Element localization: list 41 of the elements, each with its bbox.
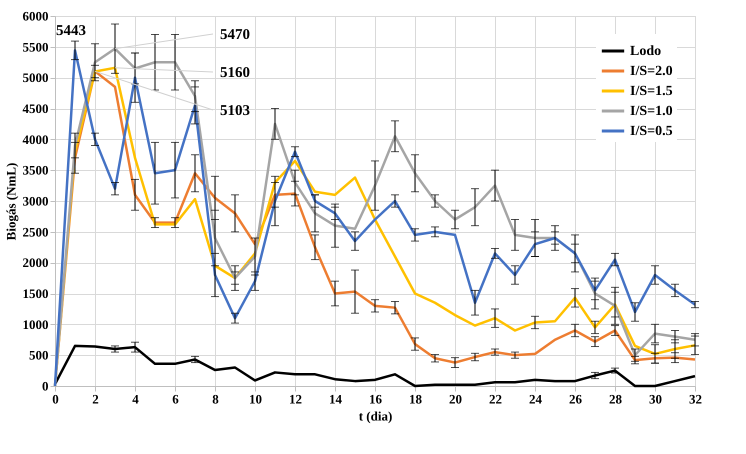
legend-label: I/S=1.0	[630, 104, 673, 119]
x-tick-label: 12	[289, 392, 302, 406]
legend-label: I/S=0.5	[630, 124, 673, 139]
x-tick-label: 22	[489, 392, 502, 406]
y-tick-label: 2000	[22, 255, 48, 270]
y-tick-label: 3500	[22, 162, 48, 178]
legend-label: I/S=1.5	[630, 84, 673, 99]
y-tick-label: 5500	[22, 39, 48, 54]
y-tick-label: 0	[42, 378, 48, 394]
annotation: 5160	[220, 65, 250, 81]
x-tick-label: 0	[52, 392, 59, 406]
annotation: 5470	[220, 27, 250, 43]
annotation: 5103	[220, 103, 250, 119]
x-tick-label: 4	[132, 392, 140, 406]
y-axis-title: Biogás (NmL)	[4, 162, 18, 240]
x-tick-label: 30	[649, 392, 662, 406]
y-tick-label: 6000	[22, 8, 48, 24]
x-tick-label: 2	[92, 392, 99, 406]
legend-label: I/S=2.0	[630, 64, 673, 79]
x-tick-label: 32	[689, 392, 702, 406]
y-tick-label: 4000	[22, 132, 48, 147]
x-tick-label: 28	[609, 392, 622, 406]
annotation: 5443	[56, 23, 86, 39]
y-tick-label: 500	[29, 348, 48, 363]
x-tick-label: 24	[529, 392, 542, 406]
y-tick-label: 4500	[22, 101, 48, 116]
legend-label: Lodo	[630, 44, 662, 59]
x-tick-label: 18	[409, 392, 422, 406]
x-tick-label: 8	[212, 392, 220, 406]
x-tick-label: 20	[449, 392, 462, 406]
y-tick-label: 1500	[22, 286, 48, 301]
y-tick-label: 3000	[22, 194, 48, 208]
y-tick-label: 1000	[22, 316, 48, 332]
x-tick-label: 16	[369, 392, 382, 406]
x-tick-label: 14	[329, 392, 342, 406]
x-axis-title: t (dia)	[358, 408, 392, 424]
x-tick-label: 10	[249, 392, 262, 406]
x-tick-label: 26	[569, 392, 582, 406]
y-tick-label: 2500	[22, 224, 48, 240]
y-tick-label: 5000	[22, 70, 48, 86]
x-tick-label: 6	[172, 392, 180, 406]
